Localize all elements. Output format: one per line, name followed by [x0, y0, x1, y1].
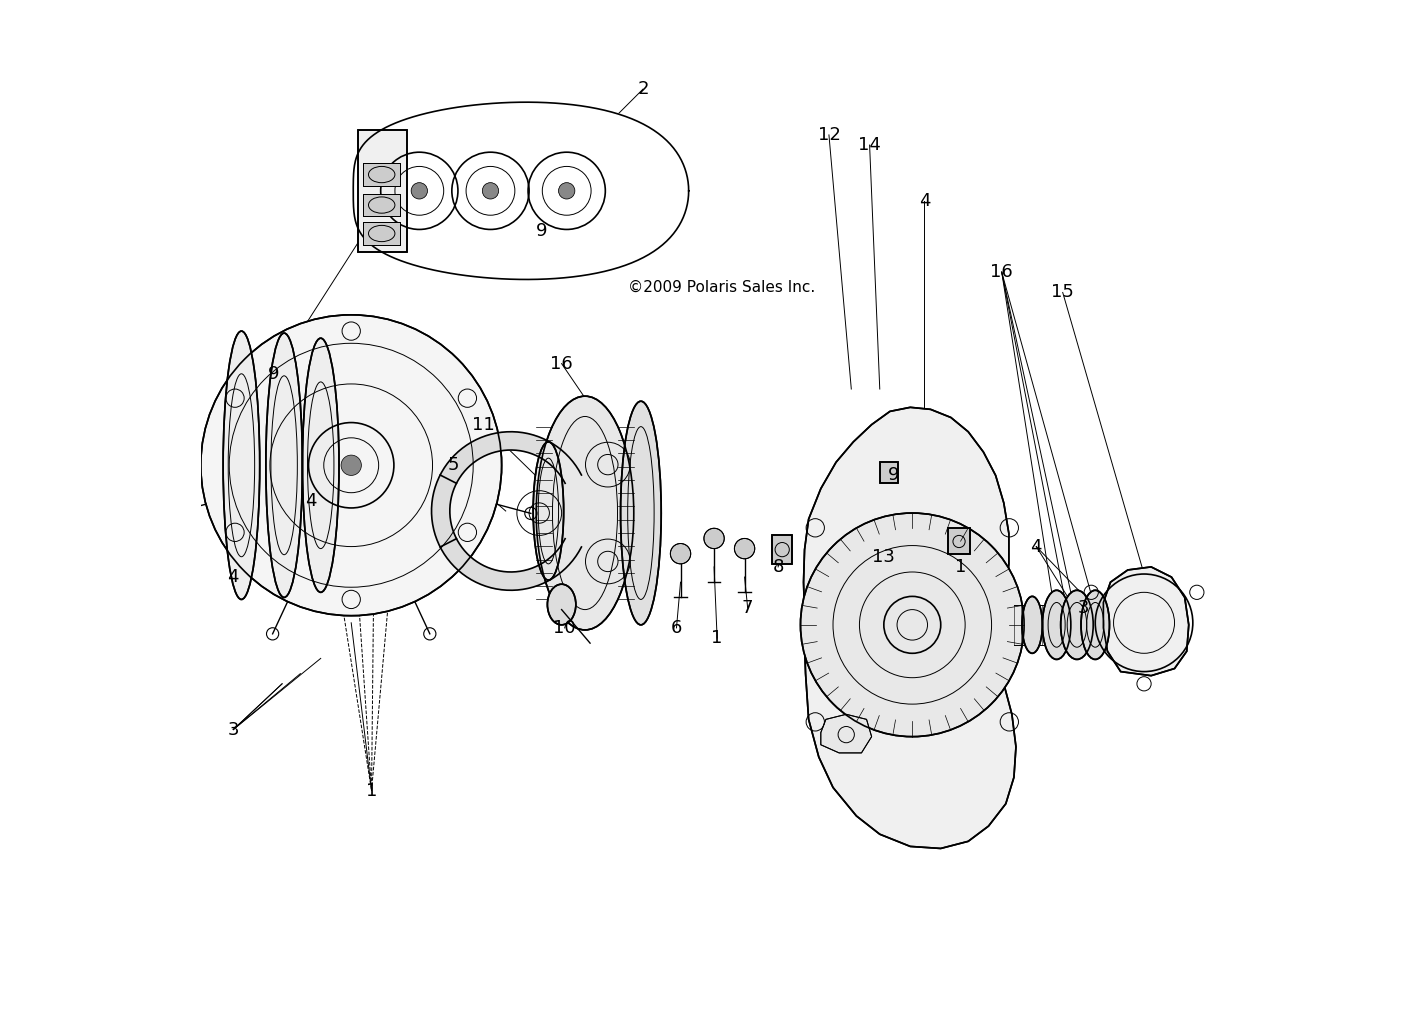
- Ellipse shape: [1061, 591, 1093, 659]
- Text: 9: 9: [268, 365, 279, 383]
- Ellipse shape: [536, 397, 634, 630]
- Ellipse shape: [1081, 591, 1109, 659]
- Bar: [363, 223, 400, 244]
- Text: 3: 3: [1078, 599, 1089, 616]
- Text: 11: 11: [472, 416, 495, 433]
- Text: 1: 1: [956, 558, 967, 576]
- Bar: [771, 536, 793, 564]
- Bar: [363, 223, 400, 244]
- Text: 3: 3: [227, 721, 240, 739]
- Text: 9: 9: [888, 466, 900, 484]
- Text: 16: 16: [990, 263, 1012, 281]
- Text: 4: 4: [305, 492, 316, 510]
- Text: 6: 6: [671, 619, 682, 637]
- Ellipse shape: [621, 402, 661, 624]
- Text: 16: 16: [550, 355, 573, 373]
- Text: 8: 8: [773, 558, 784, 576]
- Polygon shape: [1103, 567, 1188, 676]
- Bar: [363, 164, 400, 186]
- Bar: [363, 164, 400, 186]
- Circle shape: [342, 455, 362, 475]
- Polygon shape: [804, 408, 1015, 848]
- Text: 5: 5: [447, 456, 458, 474]
- Text: 4: 4: [227, 568, 240, 586]
- Ellipse shape: [547, 585, 576, 624]
- Polygon shape: [353, 102, 689, 279]
- Bar: [363, 194, 400, 217]
- Text: 4: 4: [919, 192, 930, 210]
- Circle shape: [801, 513, 1024, 737]
- Text: 15: 15: [1051, 283, 1075, 301]
- Ellipse shape: [533, 442, 563, 580]
- Circle shape: [671, 544, 691, 564]
- Ellipse shape: [1042, 591, 1071, 659]
- Text: 9: 9: [536, 223, 547, 240]
- Circle shape: [201, 315, 502, 615]
- Text: 10: 10: [553, 619, 576, 637]
- Text: 12: 12: [818, 126, 841, 144]
- Circle shape: [703, 528, 725, 549]
- Polygon shape: [431, 431, 581, 591]
- Text: 13: 13: [872, 548, 895, 566]
- Bar: [359, 130, 407, 251]
- Ellipse shape: [265, 333, 302, 598]
- Bar: [771, 536, 793, 564]
- Circle shape: [735, 539, 754, 559]
- Text: 14: 14: [858, 136, 881, 154]
- Bar: [947, 528, 970, 554]
- Circle shape: [411, 183, 427, 199]
- Text: 2: 2: [637, 80, 648, 98]
- Bar: [363, 194, 400, 217]
- Text: 1: 1: [366, 782, 377, 799]
- Circle shape: [559, 183, 574, 199]
- Text: 4: 4: [1031, 538, 1042, 556]
- Bar: [879, 462, 898, 482]
- Ellipse shape: [302, 338, 339, 593]
- Bar: [947, 528, 970, 554]
- Circle shape: [482, 183, 499, 199]
- Ellipse shape: [223, 331, 259, 600]
- Text: ©2009 Polaris Sales Inc.: ©2009 Polaris Sales Inc.: [628, 280, 815, 295]
- Ellipse shape: [1022, 597, 1042, 653]
- Bar: [359, 130, 407, 251]
- Text: 7: 7: [742, 599, 753, 616]
- Polygon shape: [821, 714, 872, 753]
- Text: 1: 1: [712, 630, 723, 647]
- Bar: [879, 462, 898, 482]
